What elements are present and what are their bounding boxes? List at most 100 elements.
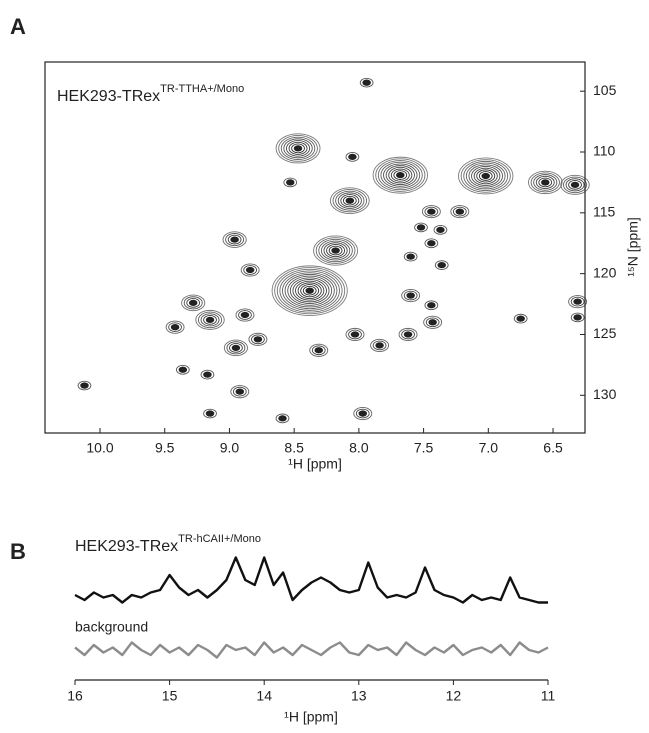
contour-ring [200,369,215,380]
contour-ring [362,79,371,86]
contour-ring [326,243,346,258]
contour-ring [309,343,329,357]
contour-ring [372,340,387,351]
peak [424,238,439,249]
contour-ring [245,266,255,274]
contour-ring [433,225,448,235]
contour-ring [359,77,374,88]
y-tick-label: 110 [593,143,616,159]
contour-ring [203,371,212,378]
x-tick-label: 13 [351,688,367,704]
contour-ring [77,380,92,391]
contour-ring [383,163,418,187]
peak [433,225,448,235]
contour-ring [434,260,449,270]
contour-ring [243,265,258,275]
peak [313,235,359,266]
contour-ring [370,338,390,352]
peak [240,263,260,277]
contour-ring [297,282,322,299]
peak [165,320,185,334]
peak [275,413,290,424]
contour-ring [406,253,415,260]
contour-ring [385,165,415,186]
contour-ring [573,298,582,305]
contour-ring [225,233,245,247]
peak [423,315,443,329]
x-tick-label: 11 [541,688,556,704]
x-tick-label: 6.5 [543,440,563,456]
contour-ring [424,206,439,217]
y-tick-label: 130 [593,386,617,402]
contour-ring [231,344,241,352]
contour-ring [471,166,501,186]
contour-ring [345,152,360,162]
contour-ring [403,331,413,338]
contour-ring [423,315,443,329]
contour-ring [478,171,493,181]
peak [424,300,439,311]
contour-ring [311,345,326,356]
contour-ring [295,280,325,301]
contour-ring [188,299,198,306]
contour-ring [463,160,509,192]
contour-ring [516,315,525,322]
contour-ring [313,235,359,266]
annotation: background [75,619,148,635]
x-tick-label: 15 [162,688,178,704]
x-tick-label: 9.5 [155,440,175,456]
contour-ring [393,170,408,180]
contour-ring [223,339,248,357]
contour-ring [200,313,220,327]
contour-ring [240,311,250,319]
contour-ring [284,273,335,308]
y-tick-label: 105 [593,82,617,98]
peak [403,251,418,262]
contour-ring [541,179,550,186]
contour-ring [300,284,320,298]
contour-ring [530,172,560,193]
peak [200,369,215,380]
contour-ring [427,208,436,215]
spectrum-line [74,641,549,659]
contour-ring [80,382,89,389]
title-main: HEK293-TRex [75,538,178,555]
contour-ring [279,270,340,311]
contour-ring [195,309,225,330]
peak [513,313,528,324]
contour-ring [251,334,265,345]
contour-ring [335,190,365,211]
contour-ring [428,319,437,326]
contour-ring [230,385,250,399]
contour-ring [398,327,418,342]
peak [528,170,563,195]
peak [434,260,449,270]
contour-ring [350,331,360,338]
contour-ring [232,386,247,397]
contour-ring [372,156,428,194]
contour-ring [227,234,242,245]
contour-ring [565,178,585,192]
contour-ring [248,332,268,346]
contour-ring [253,336,263,343]
contour-ring [568,295,588,309]
contour-ring [403,251,418,262]
contour-ring [358,410,368,417]
contour-ring [538,177,553,188]
contour-ring [377,160,423,191]
contour-ring [323,242,348,259]
peak [568,295,588,309]
contour-ring [274,267,346,315]
contour-ring [275,133,321,164]
contour-ring [276,268,343,313]
contour-ring [568,180,582,190]
x-tick-label: 16 [67,688,83,704]
peak [248,332,268,346]
y-tick-label: 125 [593,325,617,341]
contour-ring [331,247,340,254]
contour-ring [230,236,239,243]
contour-ring [302,285,317,296]
contour-ring [437,261,446,269]
contour-ring [406,292,415,299]
contour-ring [455,208,465,215]
